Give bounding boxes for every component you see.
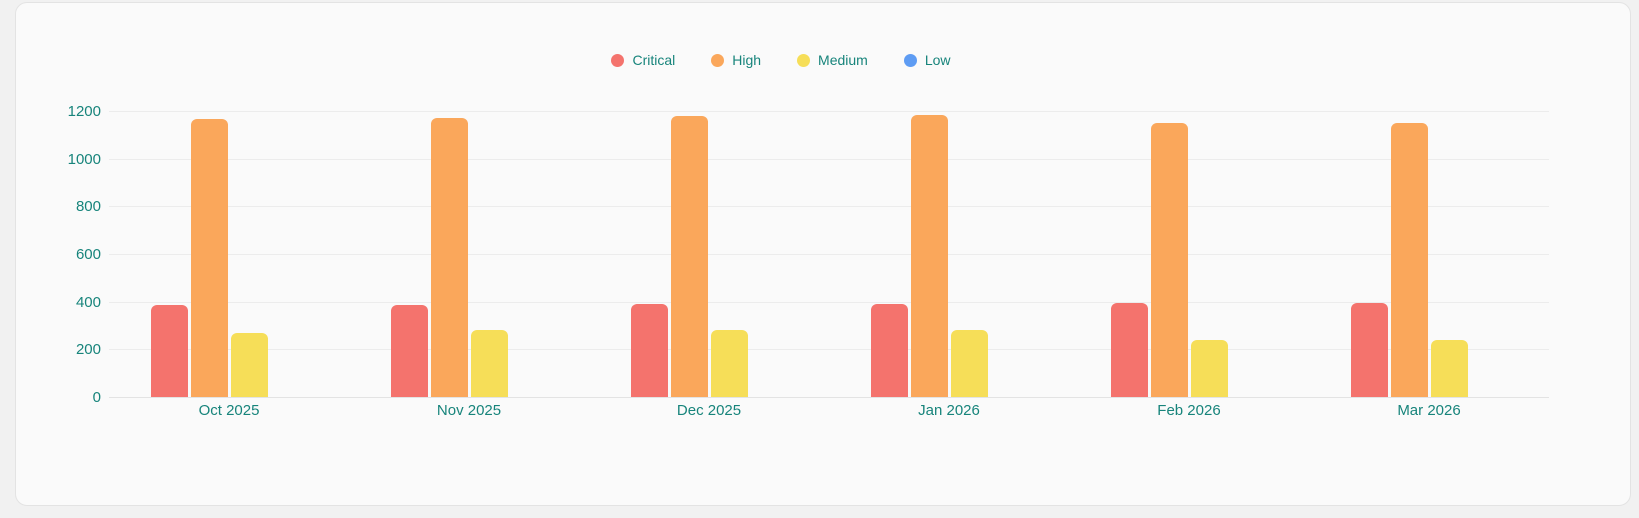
y-tick-label: 200 (75, 341, 101, 358)
bar-critical-dec-2025[interactable] (631, 304, 668, 397)
bar-high-oct-2025[interactable] (191, 119, 228, 397)
legend-item-critical[interactable]: Critical (611, 53, 675, 67)
y-tick-label: 400 (75, 294, 101, 311)
legend-label: Critical (632, 52, 676, 68)
legend-label: Low (924, 52, 951, 68)
legend-label: High (732, 52, 762, 68)
legend-item-low[interactable]: Low (903, 52, 951, 68)
bar-chart-plot-area: 0 200 400 600 800 1000 1200 Oct 2025 Nov 2025 De… (16, 3, 1630, 505)
y-tick-label: 0 (92, 389, 101, 406)
y-tick-label: 1200 (67, 103, 101, 120)
chart-legend: Critical High Medium Low (16, 53, 1546, 67)
bar-critical-jan-2026[interactable] (871, 304, 908, 397)
gridline (109, 159, 1549, 160)
x-tick-label: Dec 2025 (676, 402, 742, 419)
bar-medium-mar-2026[interactable] (1431, 340, 1468, 397)
bar-medium-feb-2026[interactable] (1191, 340, 1228, 397)
legend-dot-icon (903, 53, 917, 67)
x-tick-label: Mar 2026 (1397, 402, 1461, 419)
gridline (109, 254, 1549, 255)
bar-high-nov-2025[interactable] (431, 118, 468, 397)
legend-label: Medium (818, 52, 868, 68)
gridline (109, 111, 1549, 112)
bar-critical-oct-2025[interactable] (151, 305, 188, 397)
legend-dot-icon (797, 53, 811, 67)
bar-critical-mar-2026[interactable] (1351, 303, 1388, 397)
gridline (109, 206, 1549, 207)
bar-high-mar-2026[interactable] (1391, 123, 1428, 397)
y-tick-label: 600 (75, 246, 101, 263)
x-axis-line (109, 397, 1549, 398)
bar-medium-oct-2025[interactable] (231, 333, 268, 397)
bar-medium-nov-2025[interactable] (471, 330, 508, 397)
bar-medium-dec-2025[interactable] (711, 330, 748, 397)
legend-item-high[interactable]: High (711, 53, 761, 67)
bar-critical-feb-2026[interactable] (1111, 303, 1148, 397)
gridline (109, 302, 1549, 303)
bar-high-feb-2026[interactable] (1151, 123, 1188, 397)
bar-medium-jan-2026[interactable] (951, 330, 988, 397)
x-tick-label: Feb 2026 (1157, 402, 1221, 419)
y-tick-label: 800 (75, 198, 101, 215)
gridline (109, 349, 1549, 350)
x-tick-label: Nov 2025 (436, 402, 502, 419)
y-tick-label: 1000 (67, 151, 101, 168)
x-tick-label: Jan 2026 (918, 402, 980, 419)
legend-item-medium[interactable]: Medium (797, 53, 868, 67)
bar-high-dec-2025[interactable] (671, 116, 708, 397)
legend-dot-icon (711, 53, 725, 67)
x-tick-label: Oct 2025 (198, 402, 260, 419)
chart-card: Critical High Medium Low 0 200 400 600 800 1000 1… (15, 2, 1631, 506)
legend-dot-icon (611, 53, 625, 67)
bar-high-jan-2026[interactable] (911, 115, 948, 397)
bar-critical-nov-2025[interactable] (391, 305, 428, 397)
